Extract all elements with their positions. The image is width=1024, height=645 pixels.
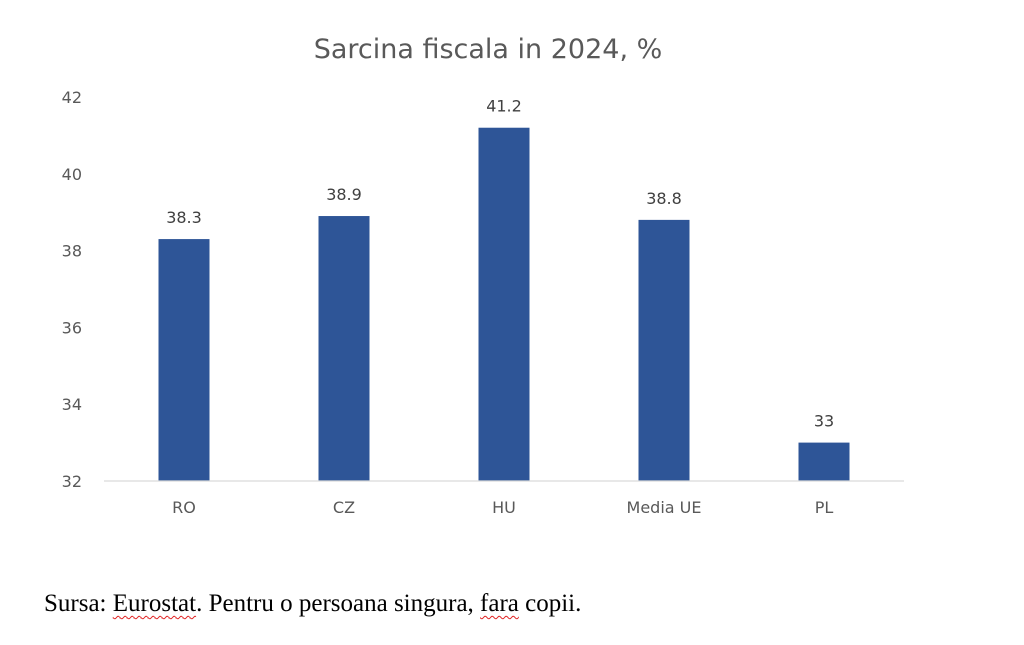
bar-hu <box>478 127 530 481</box>
y-tick-label: 42 <box>62 88 82 107</box>
footnote-prefix: Sursa: <box>44 590 113 617</box>
data-labels: 38.3 38.9 41.2 38.8 33 <box>166 97 834 431</box>
footnote-middle: . Pentru o persoana singura, <box>196 590 481 617</box>
x-tick-label: PL <box>815 498 834 517</box>
x-axis-ticks: RO CZ HU Media UE PL <box>172 498 833 517</box>
data-label: 41.2 <box>486 97 522 116</box>
y-tick-label: 40 <box>62 165 82 184</box>
footnote-source: Eurostat <box>112 590 197 617</box>
bar-pl <box>798 442 850 481</box>
data-label: 38.8 <box>646 189 682 208</box>
data-label: 33 <box>814 412 834 431</box>
footnote-fara: fara <box>480 590 519 617</box>
y-axis-ticks: 32 34 36 38 40 42 <box>62 88 82 491</box>
bars <box>158 127 850 482</box>
bar-cz <box>318 216 370 482</box>
bar-chart: Sarcina fiscala in 2024, % 323436384042 … <box>62 34 904 517</box>
data-label: 38.9 <box>326 185 362 204</box>
x-tick-label: HU <box>492 498 516 517</box>
x-tick-label: RO <box>172 498 196 517</box>
bar-media-ue <box>638 219 690 481</box>
y-tick-label: 38 <box>62 242 82 261</box>
y-tick-label: 36 <box>62 318 82 337</box>
y-tick-label: 34 <box>62 395 82 414</box>
source-footnote: Sursa: Eurostat. Pentru o persoana singu… <box>44 590 581 618</box>
y-tick-label: 32 <box>62 472 82 491</box>
data-label: 38.3 <box>166 208 202 227</box>
x-tick-label: Media UE <box>627 498 702 517</box>
footnote-suffix: copii. <box>518 590 582 617</box>
chart-title: Sarcina fiscala in 2024, % <box>314 34 663 65</box>
x-tick-label: CZ <box>333 498 355 517</box>
bar-ro <box>158 239 210 481</box>
